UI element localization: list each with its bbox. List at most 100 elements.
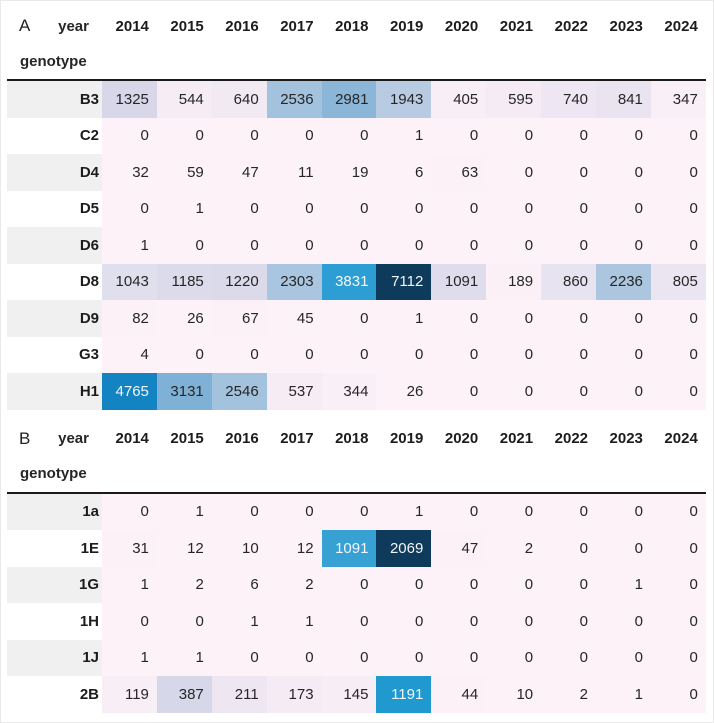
column-header-year: 2018 [335,17,369,35]
heatmap-cell: 26 [156,300,212,337]
heatmap-row: 1H 0 0 1 1 0 0 0 0 0 0 0 [7,603,706,640]
heatmap-cell: 0 [596,639,651,676]
heatmap-cell: 0 [376,190,432,227]
heatmap-cell: 0 [102,603,157,640]
heatmap-cell: 0 [431,190,487,227]
heatmap-cell: 0 [596,154,651,191]
column-header-year: 2024 [664,430,698,447]
heatmap-cell: 0 [650,373,706,410]
column-header-year: 2014 [115,17,149,35]
heatmap-row: H1 4765 3131 2546 537 344 26 0 0 0 0 0 [7,373,706,410]
heatmap-cell: 1 [102,566,157,603]
heatmap-cell: 0 [486,566,542,603]
heatmap-cell: 0 [650,530,706,567]
panel-a-header: A year 2014 2015 2016 2017 2018 2019 2020 2021 2… [7,1,706,81]
heatmap-cell: 0 [486,300,542,337]
heatmap-cell: 1325 [102,81,157,118]
year-header-row: 2014 2015 2016 2017 2018 2019 2020 2021 2022 2023… [102,18,706,35]
heatmap-cell: 595 [486,81,542,118]
heatmap-cell: 82 [102,300,157,337]
heatmap-cell: 173 [266,676,322,713]
heatmap-cell: 0 [376,603,432,640]
heatmap-cell: 805 [650,263,706,300]
heatmap-cell: 0 [596,530,651,567]
heatmap-cell: 841 [596,81,651,118]
column-header-year: 2015 [170,430,204,447]
row-label-genotype: D8 [79,273,99,291]
heatmap-cell: 0 [650,676,706,713]
column-header-year: 2024 [664,17,698,35]
heatmap-cell: 0 [321,493,377,530]
row-label-genotype: D4 [7,154,102,191]
column-header-year: 2016 [225,430,259,447]
column-header-year: 2023 [609,17,643,35]
heatmap-cell: 0 [486,493,542,530]
heatmap-cell: 11 [266,154,322,191]
heatmap-cell: 0 [211,493,267,530]
heatmap-cell: 860 [541,263,597,300]
heatmap-cell: 44 [431,676,487,713]
heatmap-row: D9 82 26 67 45 0 1 0 0 0 0 0 [7,300,706,337]
column-header-year: 2019 [389,430,424,447]
heatmap-cell: 0 [156,336,212,373]
heatmap-cell: 0 [211,227,267,264]
row-label-genotype: 1a [7,493,102,530]
heatmap-cell: 12 [266,530,322,567]
heatmap-cell: 537 [266,373,322,410]
heatmap-cell: 0 [650,493,706,530]
heatmap-cell: 0 [596,373,651,410]
heatmap-cell: 0 [266,336,322,373]
heatmap-cell: 0 [650,227,706,264]
heatmap-cell: 0 [431,566,487,603]
heatmap-cell: 0 [376,639,432,676]
row-label-genotype: H1 [7,373,102,410]
heatmap-cell: 0 [650,117,706,154]
heatmap-cell: 0 [431,336,487,373]
panel-b-corner: B year [7,429,102,449]
heatmap-panel-b: B year 2014 2015 2016 2017 2018 2019 2020 2021 2… [7,410,706,713]
heatmap-cell: 31 [102,530,157,567]
column-header-year: 2022 [554,17,589,35]
heatmap-cell: 387 [156,676,212,713]
heatmap-cell: 0 [650,336,706,373]
column-header-year: 2021 [499,430,534,447]
row-label-genotype: B3 [7,81,102,118]
heatmap-cell: 45 [266,300,322,337]
year-header-row: 2014 2015 2016 2017 2018 2019 2020 2021 2022 2023… [102,430,706,447]
heatmap-cell: 0 [266,493,322,530]
heatmap-row: 1G 1 2 6 2 0 0 0 0 0 1 0 [7,566,706,603]
heatmap-cell: 1 [266,603,322,640]
column-header-year: 2021 [499,17,534,35]
heatmap-cell: 2069 [376,530,432,567]
heatmap-row: 1J 1 1 0 0 0 0 0 0 0 0 0 [7,639,706,676]
heatmap-cell: 4 [102,336,157,373]
heatmap-cell: 0 [650,603,706,640]
column-header-year: 2022 [554,430,589,447]
heatmap-cell: 0 [102,493,157,530]
heatmap-cell: 1 [596,676,651,713]
heatmap-cell: 59 [156,154,212,191]
column-header-year: 2014 [115,430,149,447]
heatmap-cell: 0 [541,566,597,603]
heatmap-cell: 0 [541,190,597,227]
heatmap-cell: 1 [156,190,212,227]
heatmap-row: 1a 0 1 0 0 0 1 0 0 0 0 0 [7,493,706,530]
heatmap-cell: 2981 [321,81,377,118]
heatmap-panel-a: A year 2014 2015 2016 2017 2018 2019 2020 2021 2… [7,1,706,410]
heatmap-cell: 2 [266,566,322,603]
index-name-label: genotype [20,52,87,70]
heatmap-cell: 2536 [266,81,322,118]
column-header-year: 2017 [280,430,314,447]
heatmap-row: C2 0 0 0 0 0 1 0 0 0 0 0 [7,117,706,154]
heatmap-cell: 1 [102,227,157,264]
heatmap-row: 2B 119 387 211 173 145 1191 44 10 2 1 0 [7,676,706,713]
heatmap-row: 1E 31 12 10 12 1091 2069 47 2 0 0 0 [7,530,706,567]
heatmap-cell: 0 [266,227,322,264]
heatmap-cell: 640 [211,81,267,118]
heatmap-cell: 0 [211,336,267,373]
heatmap-cell: 0 [102,117,157,154]
heatmap-cell: 1091 [321,530,377,567]
heatmap-cell: 0 [486,227,542,264]
heatmap-row: D5 0 1 0 0 0 0 0 0 0 0 0 [7,190,706,227]
